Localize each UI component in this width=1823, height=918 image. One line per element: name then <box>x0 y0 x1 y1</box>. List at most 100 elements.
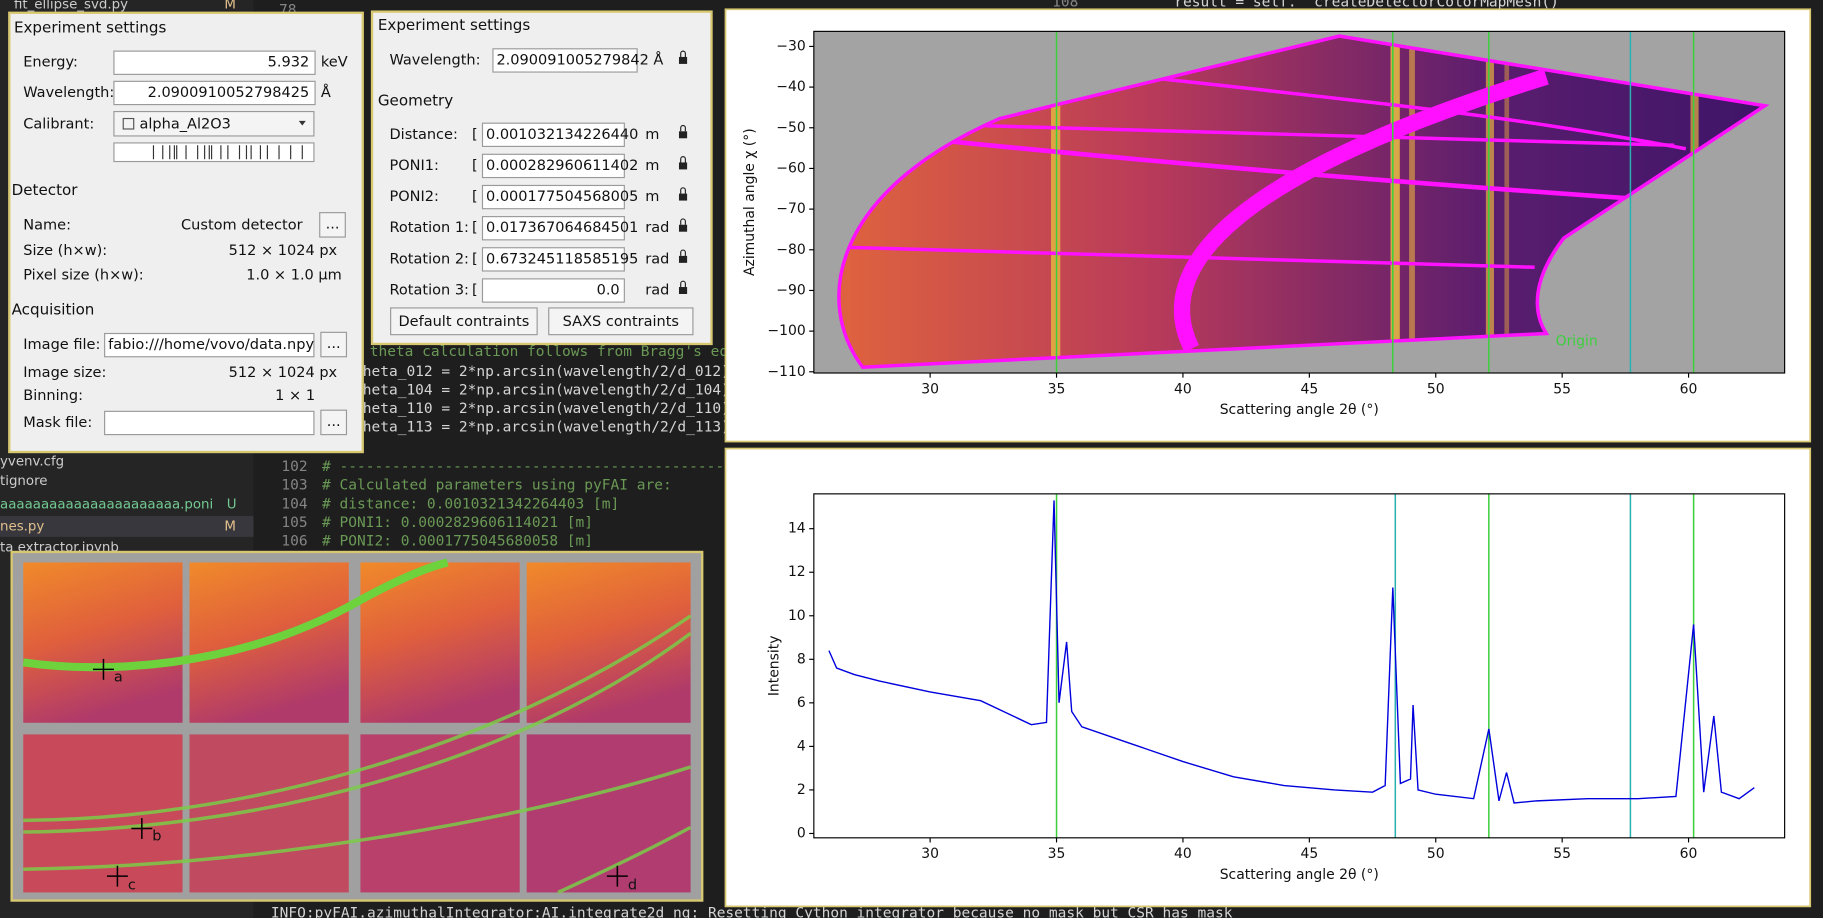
field-label: Rotation 3: <box>389 283 468 299</box>
plot-frame <box>813 493 1786 839</box>
x-tick-label: 50 <box>1427 381 1445 397</box>
icon <box>122 117 135 130</box>
point-label: b <box>152 829 161 845</box>
input-value: 2.090091005279842 <box>496 52 648 68</box>
lock-shackle <box>680 50 686 57</box>
file-name[interactable]: fit_ellipse_svd.py <box>14 0 128 13</box>
input[interactable] <box>481 216 625 241</box>
file-status: M <box>224 0 236 13</box>
shape <box>360 734 520 893</box>
field-label: Name: <box>23 217 71 233</box>
panel-title: Experiment settings <box>378 16 531 34</box>
decoration <box>93 658 628 887</box>
input[interactable] <box>113 50 316 75</box>
code-line: result = self.__createDetectorColorMapMe… <box>1174 0 1559 10</box>
button[interactable] <box>320 331 348 358</box>
input[interactable] <box>104 332 315 358</box>
line-number: 104 <box>281 496 307 512</box>
input[interactable] <box>481 184 625 210</box>
input-value: 0.0 <box>597 283 620 299</box>
unit: m <box>645 189 659 205</box>
file-name[interactable]: tignore <box>0 474 48 489</box>
y-tick-label: 4 <box>797 738 806 754</box>
lock-icon <box>678 193 688 201</box>
combo-value: alpha_Al2O3 <box>140 116 231 132</box>
x-tick-label: 50 <box>1427 846 1445 862</box>
code-line: heta_113 = 2*np.arcsin(wavelength/2/d_11… <box>363 420 730 436</box>
decoration <box>23 765 692 871</box>
field-label: Calibrant: <box>23 116 94 132</box>
button[interactable] <box>319 212 346 238</box>
field-label: Size (h×w): <box>23 243 107 259</box>
section-title: Geometry <box>378 92 453 110</box>
decoration <box>23 631 692 834</box>
input[interactable] <box>492 48 638 73</box>
input-value: 0.000177504568005 <box>486 189 638 205</box>
file-name[interactable]: nes.py <box>0 519 44 534</box>
x-axis-label: Scattering angle 2θ (°) <box>1220 867 1379 883</box>
decoration <box>1162 77 1687 151</box>
bracket: [ <box>472 220 478 236</box>
x-tick-label: 45 <box>1300 846 1318 862</box>
input[interactable] <box>104 410 315 436</box>
button-label: ... <box>327 336 341 352</box>
shape <box>1485 36 1494 368</box>
file-name[interactable]: aaaaaaaaaaaaaaaaaaaaaa.poni <box>0 497 213 512</box>
chart: 30 35 40 45 50 55 60 0 2 4 6 8 10 12 14 Scattering angl… <box>766 493 1786 883</box>
button-label: ... <box>327 414 341 430</box>
combo-arrow <box>298 120 306 126</box>
field-label: Distance: <box>389 127 457 143</box>
lock-icon <box>678 131 688 139</box>
code-line: heta_012 = 2*np.arcsin(wavelength/2/d_01… <box>363 364 730 380</box>
file-name[interactable]: yvenv.cfg <box>0 454 64 469</box>
combo-box[interactable] <box>113 110 315 137</box>
unit: rad <box>645 283 669 299</box>
input[interactable] <box>481 122 625 147</box>
code-line: # Calculated parameters using pyFAI are: <box>322 478 672 494</box>
field-label: Rotation 1: <box>389 220 468 236</box>
field-label: Image file: <box>23 337 100 353</box>
input[interactable] <box>481 153 625 179</box>
lock-shackle <box>680 280 686 288</box>
map-outline <box>837 34 1770 369</box>
x-axis-label: Scattering angle 2θ (°) <box>1220 402 1379 418</box>
input-value: 0.001032134226440 <box>486 127 638 143</box>
calibrant-lines <box>152 145 303 160</box>
panel-title: Experiment settings <box>14 18 167 36</box>
y-tick-label: 2 <box>797 782 806 798</box>
decoration <box>23 614 692 823</box>
x-tick-label: 55 <box>1553 846 1571 862</box>
y-tick-label: −100 <box>767 323 805 339</box>
shape <box>1409 36 1415 368</box>
y-tick-label: −60 <box>776 160 805 176</box>
button[interactable] <box>320 409 348 436</box>
input-value: 0.017367064684501 <box>486 220 638 236</box>
y-tick-label: −40 <box>776 79 805 95</box>
button-label: Default contraints <box>398 314 529 330</box>
y-tick-label: 12 <box>788 564 806 580</box>
input[interactable] <box>481 278 625 303</box>
decoration <box>557 825 692 895</box>
shape <box>23 562 183 723</box>
lock-icon <box>678 224 688 232</box>
button[interactable] <box>548 307 694 336</box>
x-tick-label: 60 <box>1680 846 1698 862</box>
y-tick-label: −90 <box>776 282 805 298</box>
intensity-line <box>828 500 1755 804</box>
input[interactable] <box>481 247 625 272</box>
button-label: SAXS contraints <box>563 314 679 330</box>
bracket: [ <box>472 189 478 205</box>
input[interactable] <box>113 80 316 106</box>
lock-shackle <box>680 124 686 132</box>
field-label: PONI2: <box>389 189 438 205</box>
code-line: theta calculation follows from Bragg's e… <box>370 344 737 360</box>
point-label: c <box>128 877 136 893</box>
calibrant-preview <box>113 142 315 163</box>
shape <box>1390 36 1400 368</box>
button[interactable] <box>390 307 538 336</box>
line-number: 108 <box>1052 0 1078 10</box>
shape <box>724 447 1812 908</box>
shape <box>1504 36 1510 368</box>
